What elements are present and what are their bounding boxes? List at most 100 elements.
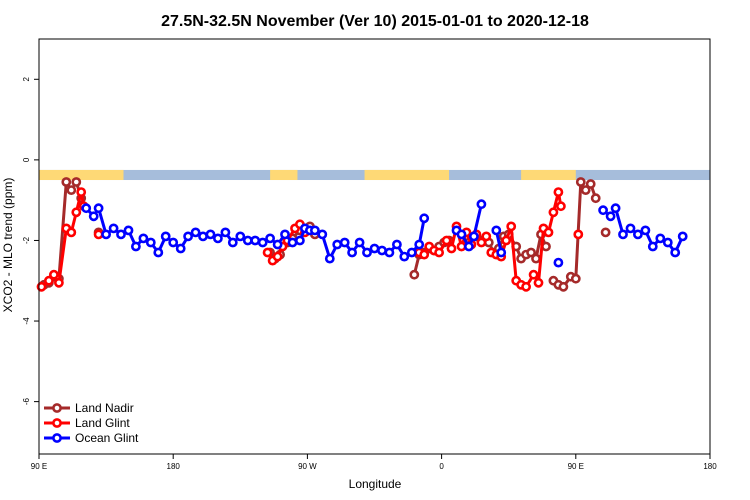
y-axis: 2 0 -2 -4 -6 [22, 77, 39, 406]
data-point [220, 227, 231, 238]
data-point [377, 245, 387, 256]
data-point [655, 233, 666, 244]
y-tick-label: 0 [22, 157, 31, 162]
y-tick-label: -2 [22, 236, 31, 244]
data-point [81, 203, 92, 214]
legend-label: Land Glint [75, 416, 130, 430]
land-band [270, 169, 298, 181]
x-tick-label: 180 [703, 462, 717, 471]
data-point [212, 233, 223, 244]
x-tick-label: 180 [167, 462, 181, 471]
data-point [476, 237, 487, 248]
data-point [324, 253, 335, 264]
data-point [287, 237, 298, 248]
legend-marker [52, 403, 62, 413]
data-point [272, 251, 283, 262]
data-point [71, 207, 82, 218]
x-tick-label: 90 E [568, 462, 584, 471]
data-point [580, 185, 591, 195]
data-point [294, 235, 305, 246]
data-point [339, 237, 350, 248]
data-point [526, 247, 536, 258]
data-point [71, 177, 82, 187]
data-point [501, 235, 512, 246]
legend-item: Ocean Glint [44, 431, 139, 445]
data-point [633, 229, 643, 240]
data-point [625, 223, 636, 234]
data-point [556, 201, 566, 212]
data-point [160, 231, 171, 242]
data-point [235, 231, 246, 242]
data-point [600, 227, 611, 238]
data-point [36, 281, 47, 292]
data-point [528, 269, 539, 280]
data-point [543, 227, 554, 238]
data-point [618, 229, 628, 240]
data-point [130, 241, 141, 252]
data-point [548, 207, 559, 218]
x-tick-label: 90 W [298, 462, 317, 471]
data-point [93, 229, 104, 240]
data-point [227, 237, 238, 248]
data-point [66, 185, 77, 195]
data-point [414, 239, 425, 250]
data-point [309, 225, 320, 236]
data-point [175, 243, 186, 254]
data-point [463, 241, 474, 252]
legend-item: Land Nadir [44, 401, 134, 415]
data-point [198, 231, 208, 242]
data-point [265, 233, 275, 244]
y-tick-label: 2 [22, 77, 31, 82]
data-point [190, 227, 201, 238]
data-point [54, 277, 64, 288]
data-point [66, 227, 77, 238]
data-point [419, 249, 430, 260]
chart-title: 27.5N-32.5N November (Ver 10) 2015-01-01… [161, 13, 589, 30]
data-point [553, 187, 564, 197]
data-point [506, 221, 517, 232]
data-point [456, 229, 467, 240]
legend-label: Ocean Glint [75, 431, 139, 445]
data-point [496, 247, 507, 258]
data-point [280, 229, 290, 240]
data-point [384, 247, 395, 258]
data-point [205, 229, 216, 240]
data-point [605, 211, 616, 222]
land-band [364, 169, 450, 181]
legend-label: Land Nadir [75, 401, 134, 415]
data-point [272, 239, 283, 250]
data-point [44, 275, 54, 286]
data-point [391, 239, 402, 250]
data-point [93, 203, 104, 214]
data-point [598, 205, 608, 216]
y-tick-label: -4 [22, 317, 31, 325]
data-point [153, 247, 164, 258]
data-point [610, 203, 621, 214]
plot-frame [38, 38, 711, 455]
data-point [533, 277, 544, 288]
data-point [434, 247, 444, 258]
data-point [553, 257, 564, 268]
y-tick-label: -6 [22, 398, 31, 406]
data-point [476, 199, 487, 210]
data-point [521, 281, 531, 292]
data-point [49, 269, 59, 280]
x-axis: 90 E 180 90 W 0 90 E 180 [31, 454, 717, 471]
data-point [399, 251, 410, 262]
data-point [262, 247, 273, 258]
data-point [101, 229, 111, 240]
data-point [481, 231, 492, 242]
data-point [647, 241, 658, 252]
data-point [446, 243, 457, 254]
data-point [531, 253, 541, 264]
data-point [145, 237, 156, 248]
x-tick-label: 90 E [31, 462, 47, 471]
data-point [419, 213, 430, 224]
data-point [347, 247, 357, 258]
data-point [585, 179, 596, 189]
data-point [138, 233, 149, 244]
x-axis-label: Longitude [349, 477, 402, 491]
data-point [108, 223, 119, 234]
